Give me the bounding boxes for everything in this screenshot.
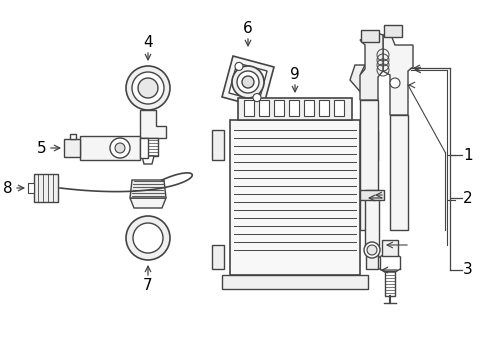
Text: 9: 9	[289, 67, 299, 81]
Text: 5: 5	[37, 140, 47, 156]
Text: 6: 6	[243, 21, 252, 36]
Bar	[383, 25, 401, 37]
Polygon shape	[359, 33, 382, 100]
Circle shape	[237, 71, 259, 93]
Text: 4: 4	[143, 35, 153, 50]
Polygon shape	[130, 180, 165, 198]
Bar	[273, 100, 284, 116]
Polygon shape	[140, 138, 148, 158]
Circle shape	[138, 78, 158, 98]
Bar	[365, 245, 377, 269]
Bar	[238, 98, 351, 120]
Bar	[288, 100, 298, 116]
Polygon shape	[138, 138, 158, 156]
Circle shape	[126, 66, 170, 110]
Polygon shape	[142, 156, 154, 164]
Circle shape	[242, 76, 253, 88]
Polygon shape	[349, 65, 368, 100]
Bar	[360, 30, 378, 42]
Bar	[364, 190, 378, 250]
Bar	[222, 275, 367, 289]
Polygon shape	[222, 56, 273, 108]
Bar	[244, 100, 253, 116]
Circle shape	[115, 143, 125, 153]
Bar	[333, 100, 343, 116]
Polygon shape	[70, 134, 76, 139]
Bar	[259, 100, 268, 116]
Bar	[304, 100, 313, 116]
Bar	[318, 100, 328, 116]
Polygon shape	[130, 198, 165, 208]
Bar	[212, 130, 224, 160]
Bar	[365, 130, 377, 160]
Bar	[359, 100, 377, 230]
Circle shape	[389, 78, 399, 88]
Polygon shape	[80, 136, 140, 160]
Polygon shape	[28, 183, 34, 193]
Polygon shape	[140, 110, 165, 138]
Bar	[212, 245, 224, 269]
Text: 1: 1	[462, 148, 472, 162]
Polygon shape	[34, 174, 58, 202]
Circle shape	[231, 66, 264, 98]
Polygon shape	[228, 63, 266, 101]
Bar	[359, 190, 383, 200]
Bar	[229, 120, 359, 275]
Circle shape	[110, 138, 130, 158]
Circle shape	[366, 245, 376, 255]
Polygon shape	[382, 35, 412, 115]
Bar	[381, 240, 397, 256]
Circle shape	[126, 216, 170, 260]
Text: 3: 3	[462, 262, 472, 278]
Bar	[389, 115, 407, 230]
Text: 8: 8	[3, 180, 13, 195]
Circle shape	[363, 242, 379, 258]
Circle shape	[235, 62, 243, 71]
Bar	[384, 271, 394, 296]
Text: 2: 2	[462, 190, 472, 206]
Circle shape	[252, 94, 261, 102]
Circle shape	[133, 223, 163, 253]
Circle shape	[132, 72, 163, 104]
Polygon shape	[64, 139, 80, 157]
Text: 7: 7	[143, 278, 153, 292]
